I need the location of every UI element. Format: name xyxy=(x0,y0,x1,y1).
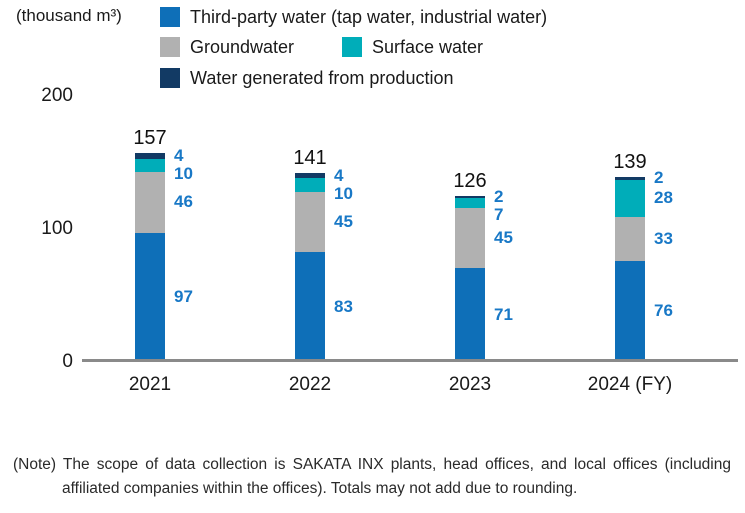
bar-segment xyxy=(295,178,325,192)
bar-segment xyxy=(455,195,485,199)
x-axis-line xyxy=(82,359,738,362)
legend-item-water-generated: Water generated from production xyxy=(160,68,453,88)
bar-segment xyxy=(615,179,645,218)
x-axis-category-label: 2022 xyxy=(288,374,332,395)
bar-segment xyxy=(135,232,165,362)
segment-value-label: 28 xyxy=(654,188,673,208)
legend-item-groundwater: Groundwater xyxy=(160,37,294,57)
segment-value-label: 2 xyxy=(494,187,504,207)
segment-value-label: 2 xyxy=(654,168,664,188)
segment-value-label: 33 xyxy=(654,228,673,248)
bar-segment xyxy=(135,153,165,159)
bar-segment xyxy=(455,198,485,208)
legend-swatch-groundwater xyxy=(160,37,180,57)
bar-segment xyxy=(295,191,325,252)
segment-value-label: 46 xyxy=(174,192,193,212)
bar-segment xyxy=(135,171,165,233)
bar-segment xyxy=(295,251,325,362)
legend-swatch-surface-water xyxy=(342,37,362,57)
x-axis-category-label: 2024 (FY) xyxy=(587,374,673,395)
bar-total-label: 157 xyxy=(133,127,167,150)
bar-segment xyxy=(295,173,325,179)
y-axis-tick-label: 100 xyxy=(41,218,73,239)
x-axis-category-label: 2023 xyxy=(448,374,492,395)
segment-value-label: 71 xyxy=(494,304,513,324)
bar-segment xyxy=(455,267,485,362)
legend-swatch-third-party-water xyxy=(160,7,180,27)
legend-label-groundwater: Groundwater xyxy=(190,37,295,57)
bar-total-label: 139 xyxy=(613,151,647,174)
segment-value-label: 10 xyxy=(174,163,193,183)
segment-value-label: 45 xyxy=(334,211,353,231)
bar-segment xyxy=(615,260,645,362)
segment-value-label: 97 xyxy=(174,287,193,307)
segment-value-label: 4 xyxy=(174,145,184,165)
legend-swatch-water-generated xyxy=(160,68,180,88)
segment-value-label: 76 xyxy=(654,301,673,321)
bar-total-label: 141 xyxy=(293,147,327,170)
bar-total-label: 126 xyxy=(453,169,487,192)
legend-label-water-generated: Water generated from production xyxy=(190,68,454,88)
x-axis-category-label: 2021 xyxy=(128,374,172,395)
bar-segment xyxy=(615,177,645,180)
segment-value-label: 7 xyxy=(494,205,504,225)
segment-value-label: 10 xyxy=(334,183,353,203)
bar-segment xyxy=(135,158,165,172)
bar-segment xyxy=(615,217,645,261)
legend-item-third-party-water: Third-party water (tap water, industrial… xyxy=(160,7,547,27)
y-axis-tick-label: 200 xyxy=(41,85,73,106)
segment-value-label: 45 xyxy=(494,227,513,247)
legend-item-surface-water: Surface water xyxy=(342,37,483,57)
note-text: (Note) The scope of data collection is S… xyxy=(13,455,731,497)
segment-value-label: 83 xyxy=(334,296,353,316)
legend-label-surface-water: Surface water xyxy=(372,37,484,57)
segment-value-label: 4 xyxy=(334,165,344,185)
legend-label-third-party-water: Third-party water (tap water, industrial… xyxy=(190,7,548,27)
axis-unit-label: (thousand m³) xyxy=(16,6,122,25)
bar-segment xyxy=(455,207,485,268)
y-axis-tick-label: 0 xyxy=(62,351,73,372)
